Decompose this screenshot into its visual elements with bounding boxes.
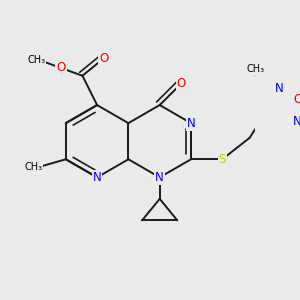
Text: N: N <box>155 171 164 184</box>
Text: N: N <box>293 115 300 128</box>
Text: CH₃: CH₃ <box>28 55 46 65</box>
Text: S: S <box>219 153 226 166</box>
Text: O: O <box>177 77 186 90</box>
Text: O: O <box>293 93 300 106</box>
Text: O: O <box>56 61 66 74</box>
Text: CH₃: CH₃ <box>25 162 43 172</box>
Text: CH₃: CH₃ <box>246 64 265 74</box>
Text: N: N <box>93 171 101 184</box>
Text: N: N <box>187 117 195 130</box>
Text: O: O <box>99 52 109 65</box>
Text: N: N <box>274 82 283 95</box>
